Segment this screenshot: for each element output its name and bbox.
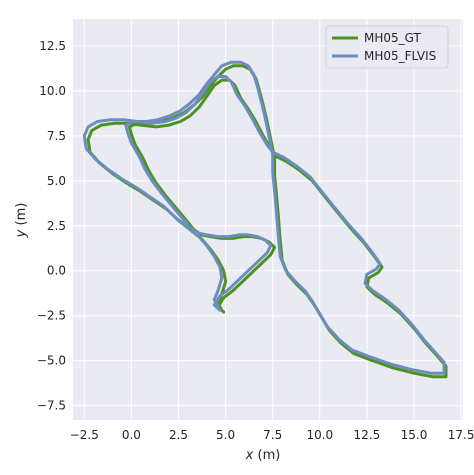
y-tick-label: −5.0 bbox=[37, 354, 66, 368]
x-tick-label: 10.0 bbox=[306, 428, 333, 442]
y-tick-label: 10.0 bbox=[39, 84, 66, 98]
plot-area bbox=[73, 19, 463, 420]
y-tick-label: −7.5 bbox=[37, 399, 66, 413]
y-tick-labels: −7.5 −5.0 −2.5 0.0 2.5 5.0 7.5 10.0 12.5 bbox=[37, 39, 66, 413]
x-tick-label: −2.5 bbox=[70, 428, 99, 442]
legend: MH05_GT MH05_FLVIS bbox=[325, 25, 449, 69]
y-tick-label: −2.5 bbox=[37, 309, 66, 323]
series-line-gt bbox=[86, 64, 448, 379]
x-axis-label: x (m) bbox=[245, 448, 281, 463]
y-tick-label: 12.5 bbox=[39, 39, 66, 53]
grid-lines bbox=[73, 19, 463, 420]
series-line-flvis bbox=[82, 60, 446, 375]
y-axis-label: y (m) bbox=[14, 203, 29, 239]
x-tick-label: 15.0 bbox=[401, 428, 428, 442]
x-tick-label: 0.0 bbox=[122, 428, 141, 442]
y-tick-label: 0.0 bbox=[47, 264, 66, 278]
x-axis-unit: (m) bbox=[253, 448, 280, 463]
y-tick-label: 5.0 bbox=[47, 174, 66, 188]
x-tick-label: 12.5 bbox=[354, 428, 381, 442]
y-axis-var: y bbox=[14, 229, 29, 238]
legend-label-gt: MH05_GT bbox=[364, 31, 422, 45]
x-tick-label: 7.5 bbox=[263, 428, 282, 442]
x-tick-label: 17.5 bbox=[448, 428, 474, 442]
y-tick-label: 2.5 bbox=[47, 219, 66, 233]
legend-label-flvis: MH05_FLVIS bbox=[364, 49, 436, 63]
y-axis-unit: (m) bbox=[14, 203, 29, 230]
y-tick-label: 7.5 bbox=[47, 129, 66, 143]
x-tick-label: 2.5 bbox=[169, 428, 188, 442]
x-axis-var: x bbox=[245, 448, 254, 463]
x-tick-labels: −2.5 0.0 2.5 5.0 7.5 10.0 12.5 15.0 17.5 bbox=[70, 428, 474, 442]
series-lines bbox=[82, 60, 448, 379]
x-tick-label: 5.0 bbox=[216, 428, 235, 442]
